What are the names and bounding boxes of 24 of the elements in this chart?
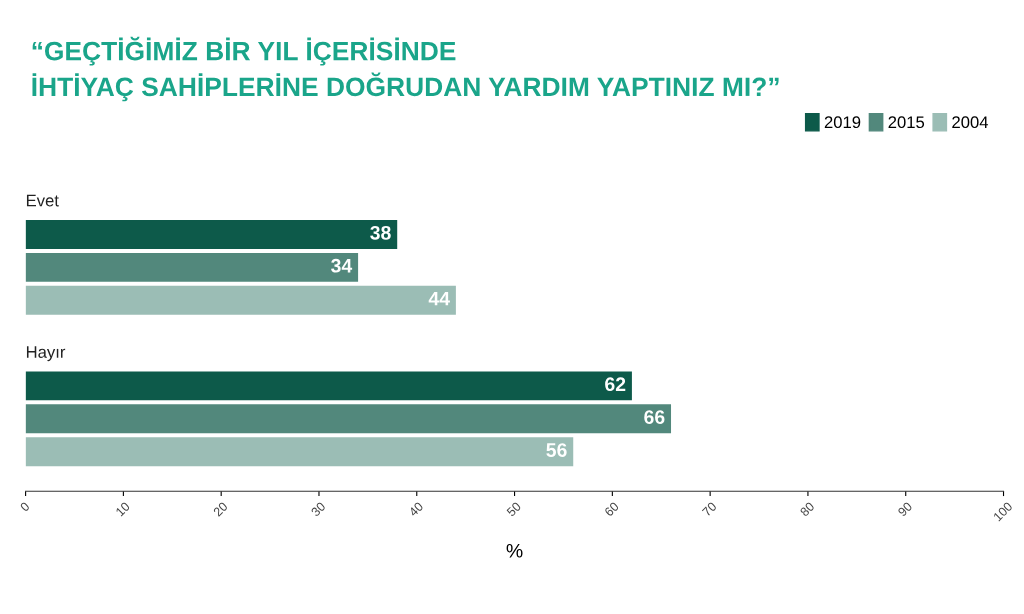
x-tick-label: 50 bbox=[506, 501, 522, 517]
x-tick-label: 10 bbox=[115, 501, 131, 517]
y-tick-label: Hayır bbox=[26, 346, 66, 362]
data-label: 66 bbox=[644, 410, 665, 425]
chart-title: “GEÇTİĞİMİZ BİR YIL İÇERİSİNDE İHTİYAÇ SAHİPLERİNE DOĞRUDAN YARDIM YAPTINIZ MI?” bbox=[32, 36, 779, 102]
x-tick-label: 70 bbox=[701, 501, 718, 517]
y-tick-label: Evet bbox=[26, 194, 59, 207]
legend-label: 2015 bbox=[888, 116, 925, 129]
x-tick-label: 40 bbox=[408, 501, 424, 518]
data-label: 34 bbox=[331, 258, 353, 273]
x-tick-label: 60 bbox=[604, 501, 620, 517]
x-tick-label: 20 bbox=[212, 501, 229, 517]
legend-label: 2004 bbox=[952, 116, 989, 129]
x-axis-title: % bbox=[506, 543, 523, 558]
x-tick-label: 0 bbox=[19, 501, 31, 512]
data-label: 62 bbox=[605, 377, 626, 392]
x-tick-label: 100 bbox=[992, 501, 1013, 522]
data-label: 56 bbox=[546, 443, 567, 457]
legend-label: 2019 bbox=[824, 116, 861, 129]
x-tick-label: 30 bbox=[310, 501, 326, 517]
data-label: 44 bbox=[428, 291, 450, 306]
data-label: 38 bbox=[370, 225, 391, 240]
x-tick-label: 80 bbox=[799, 501, 815, 517]
x-tick-label: 90 bbox=[897, 501, 913, 517]
